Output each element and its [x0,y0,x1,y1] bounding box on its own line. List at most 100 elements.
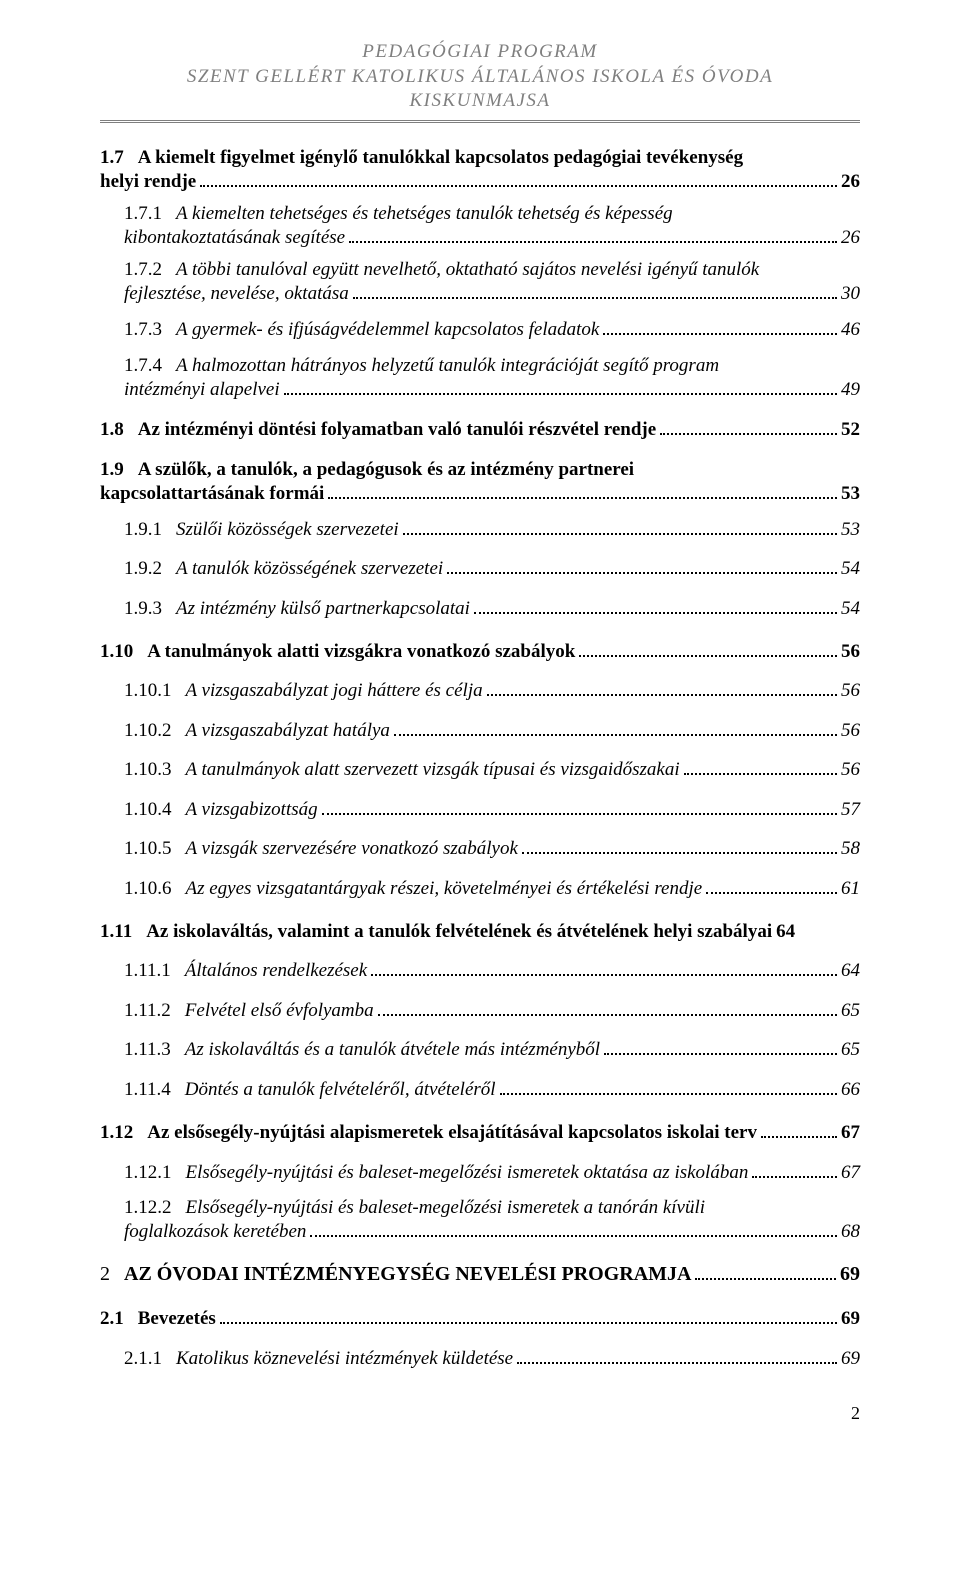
toc-title: Elsősegély-nyújtási és baleset-megelőzés… [186,1158,749,1187]
toc-entry: 1.7.4A halmozottan hátrányos helyzetű ta… [100,355,860,401]
toc-entry: 1.12.1Elsősegély-nyújtási és baleset-meg… [100,1158,860,1187]
toc-entry: 1.11Az iskolaváltás, valamint a tanulók … [100,917,860,946]
toc-title: A vizsgák szervezésére vonatkozó szabály… [186,834,518,863]
toc-title: Az iskolaváltás és a tanulók átvétele má… [185,1035,600,1064]
toc-page: 56 [841,755,860,784]
toc-title-cont: intézményi alapelvei [124,379,280,401]
toc-entry: 1.12Az elsősegély-nyújtási alapismeretek… [100,1118,860,1147]
toc-leader [752,1160,837,1178]
toc-entry-lastline: kapcsolattartásának formái53 [100,481,860,505]
toc-entry: 1.10.5A vizsgák szervezésére vonatkozó s… [100,834,860,863]
toc-leader [695,1261,836,1280]
toc-title: Bevezetés [138,1304,216,1333]
toc-leader [349,225,837,243]
toc-entry-firstline: 1.7A kiemelt figyelmet igénylő tanulókka… [100,147,860,169]
toc-page: 56 [841,716,860,745]
toc-leader [284,377,837,395]
toc-entry-lastline: helyi rendje26 [100,169,860,193]
toc-leader [394,718,837,736]
toc-title: A tanulók közösségének szervezetei [176,554,443,583]
table-of-contents: 1.7A kiemelt figyelmet igénylő tanulókka… [100,147,860,1373]
toc-number: 1.11.4 [124,1075,185,1104]
toc-entry: 1.12.2Elsősegély-nyújtási és baleset-meg… [100,1197,860,1243]
toc-page: 54 [841,594,860,623]
toc-title: A vizsgaszabályzat jogi háttere és célja [186,676,483,705]
toc-entry: 1.7.1A kiemelten tehetséges és tehetsége… [100,203,860,249]
toc-page: 46 [841,315,860,344]
toc-number: 1.9 [100,459,138,480]
toc-title: Az intézmény külső partnerkapcsolatai [176,594,470,623]
toc-page: 56 [841,637,860,666]
toc-entry: 1.7.2A többi tanulóval együtt nevelhető,… [100,259,860,305]
toc-title: A vizsgabizottság [186,795,318,824]
toc-leader [706,875,837,893]
toc-number: 1.12 [100,1118,147,1147]
toc-entry: 1.9A szülők, a tanulók, a pedagógusok és… [100,459,860,505]
toc-number: 1.8 [100,415,138,444]
toc-title-cont: kibontakoztatásának segítése [124,227,345,249]
toc-entry: 2.1Bevezetés69 [100,1304,860,1333]
toc-leader [200,169,837,187]
toc-entry: 1.9.2A tanulók közösségének szervezetei5… [100,554,860,583]
toc-page: 65 [841,996,860,1025]
toc-number: 1.7 [100,147,138,168]
toc-entry: 1.11.3Az iskolaváltás és a tanulók átvét… [100,1035,860,1064]
toc-page: 68 [841,1221,860,1243]
toc-page: 69 [841,1344,860,1373]
toc-page: 61 [841,874,860,903]
toc-entry: 1.10.2A vizsgaszabályzat hatálya56 [100,716,860,745]
toc-page: 52 [841,415,860,444]
toc-number: 1.10.6 [124,874,186,903]
toc-leader [684,757,837,775]
toc-title-cont: kapcsolattartásának formái [100,483,324,505]
toc-page: 57 [841,795,860,824]
toc-number: 2 [100,1259,124,1290]
toc-number: 1.11.3 [124,1035,185,1064]
toc-title: A halmozottan hátrányos helyzetű tanulók… [176,355,719,376]
toc-entry: 1.10.3A tanulmányok alatt szervezett viz… [100,755,860,784]
toc-leader [310,1219,837,1237]
toc-leader [474,595,837,613]
toc-title: Az elsősegély-nyújtási alapismeretek els… [147,1118,757,1147]
toc-leader [328,481,837,499]
toc-entry-lastline: foglalkozások keretében68 [124,1219,860,1243]
toc-title: A többi tanulóval együtt nevelhető, okta… [176,259,759,280]
toc-title-cont: helyi rendje [100,171,196,193]
toc-number: 1.10.2 [124,716,186,745]
toc-number: 1.12.1 [124,1158,186,1187]
toc-page: 53 [841,515,860,544]
toc-leader [761,1120,837,1138]
toc-entry-firstline: 1.7.1A kiemelten tehetséges és tehetsége… [124,203,860,225]
toc-number: 1.10 [100,637,147,666]
toc-page: 49 [841,379,860,401]
header-rule [100,120,860,123]
toc-title: Szülői közösségek szervezetei [176,515,399,544]
toc-title: Felvétel első évfolyamba [185,996,374,1025]
toc-title: Általános rendelkezések [185,956,367,985]
toc-title: Az intézményi döntési folyamatban való t… [138,415,656,444]
toc-title: A tanulmányok alatti vizsgákra vonatkozó… [147,637,575,666]
toc-leader [378,998,837,1016]
toc-entry: 1.8Az intézményi döntési folyamatban val… [100,415,860,444]
toc-page: 56 [841,676,860,705]
header-line-1: PEDAGÓGIAI PROGRAM [100,40,860,65]
toc-leader [500,1077,837,1095]
toc-number: 1.12.2 [124,1197,186,1218]
toc-leader [322,797,837,815]
toc-page: 58 [841,834,860,863]
toc-entry: 1.10A tanulmányok alatti vizsgákra vonat… [100,637,860,666]
toc-page: 54 [841,554,860,583]
toc-leader [487,678,837,696]
toc-number: 1.10.5 [124,834,186,863]
toc-leader [220,1306,837,1324]
toc-leader [403,517,837,535]
toc-entry: 1.11.2Felvétel első évfolyamba65 [100,996,860,1025]
header-line-3: KISKUNMAJSA [100,89,860,114]
toc-entry: 2AZ ÓVODAI INTÉZMÉNYEGYSÉG NEVELÉSI PROG… [100,1259,860,1290]
toc-entry-firstline: 1.9A szülők, a tanulók, a pedagógusok és… [100,459,860,481]
toc-title: A gyermek- és ifjúságvédelemmel kapcsola… [176,315,599,344]
toc-leader [579,639,837,657]
toc-title: A kiemelten tehetséges és tehetséges tan… [176,203,673,224]
toc-title-cont: fejlesztése, nevelése, oktatása [124,283,349,305]
toc-number: 1.7.2 [124,259,176,280]
